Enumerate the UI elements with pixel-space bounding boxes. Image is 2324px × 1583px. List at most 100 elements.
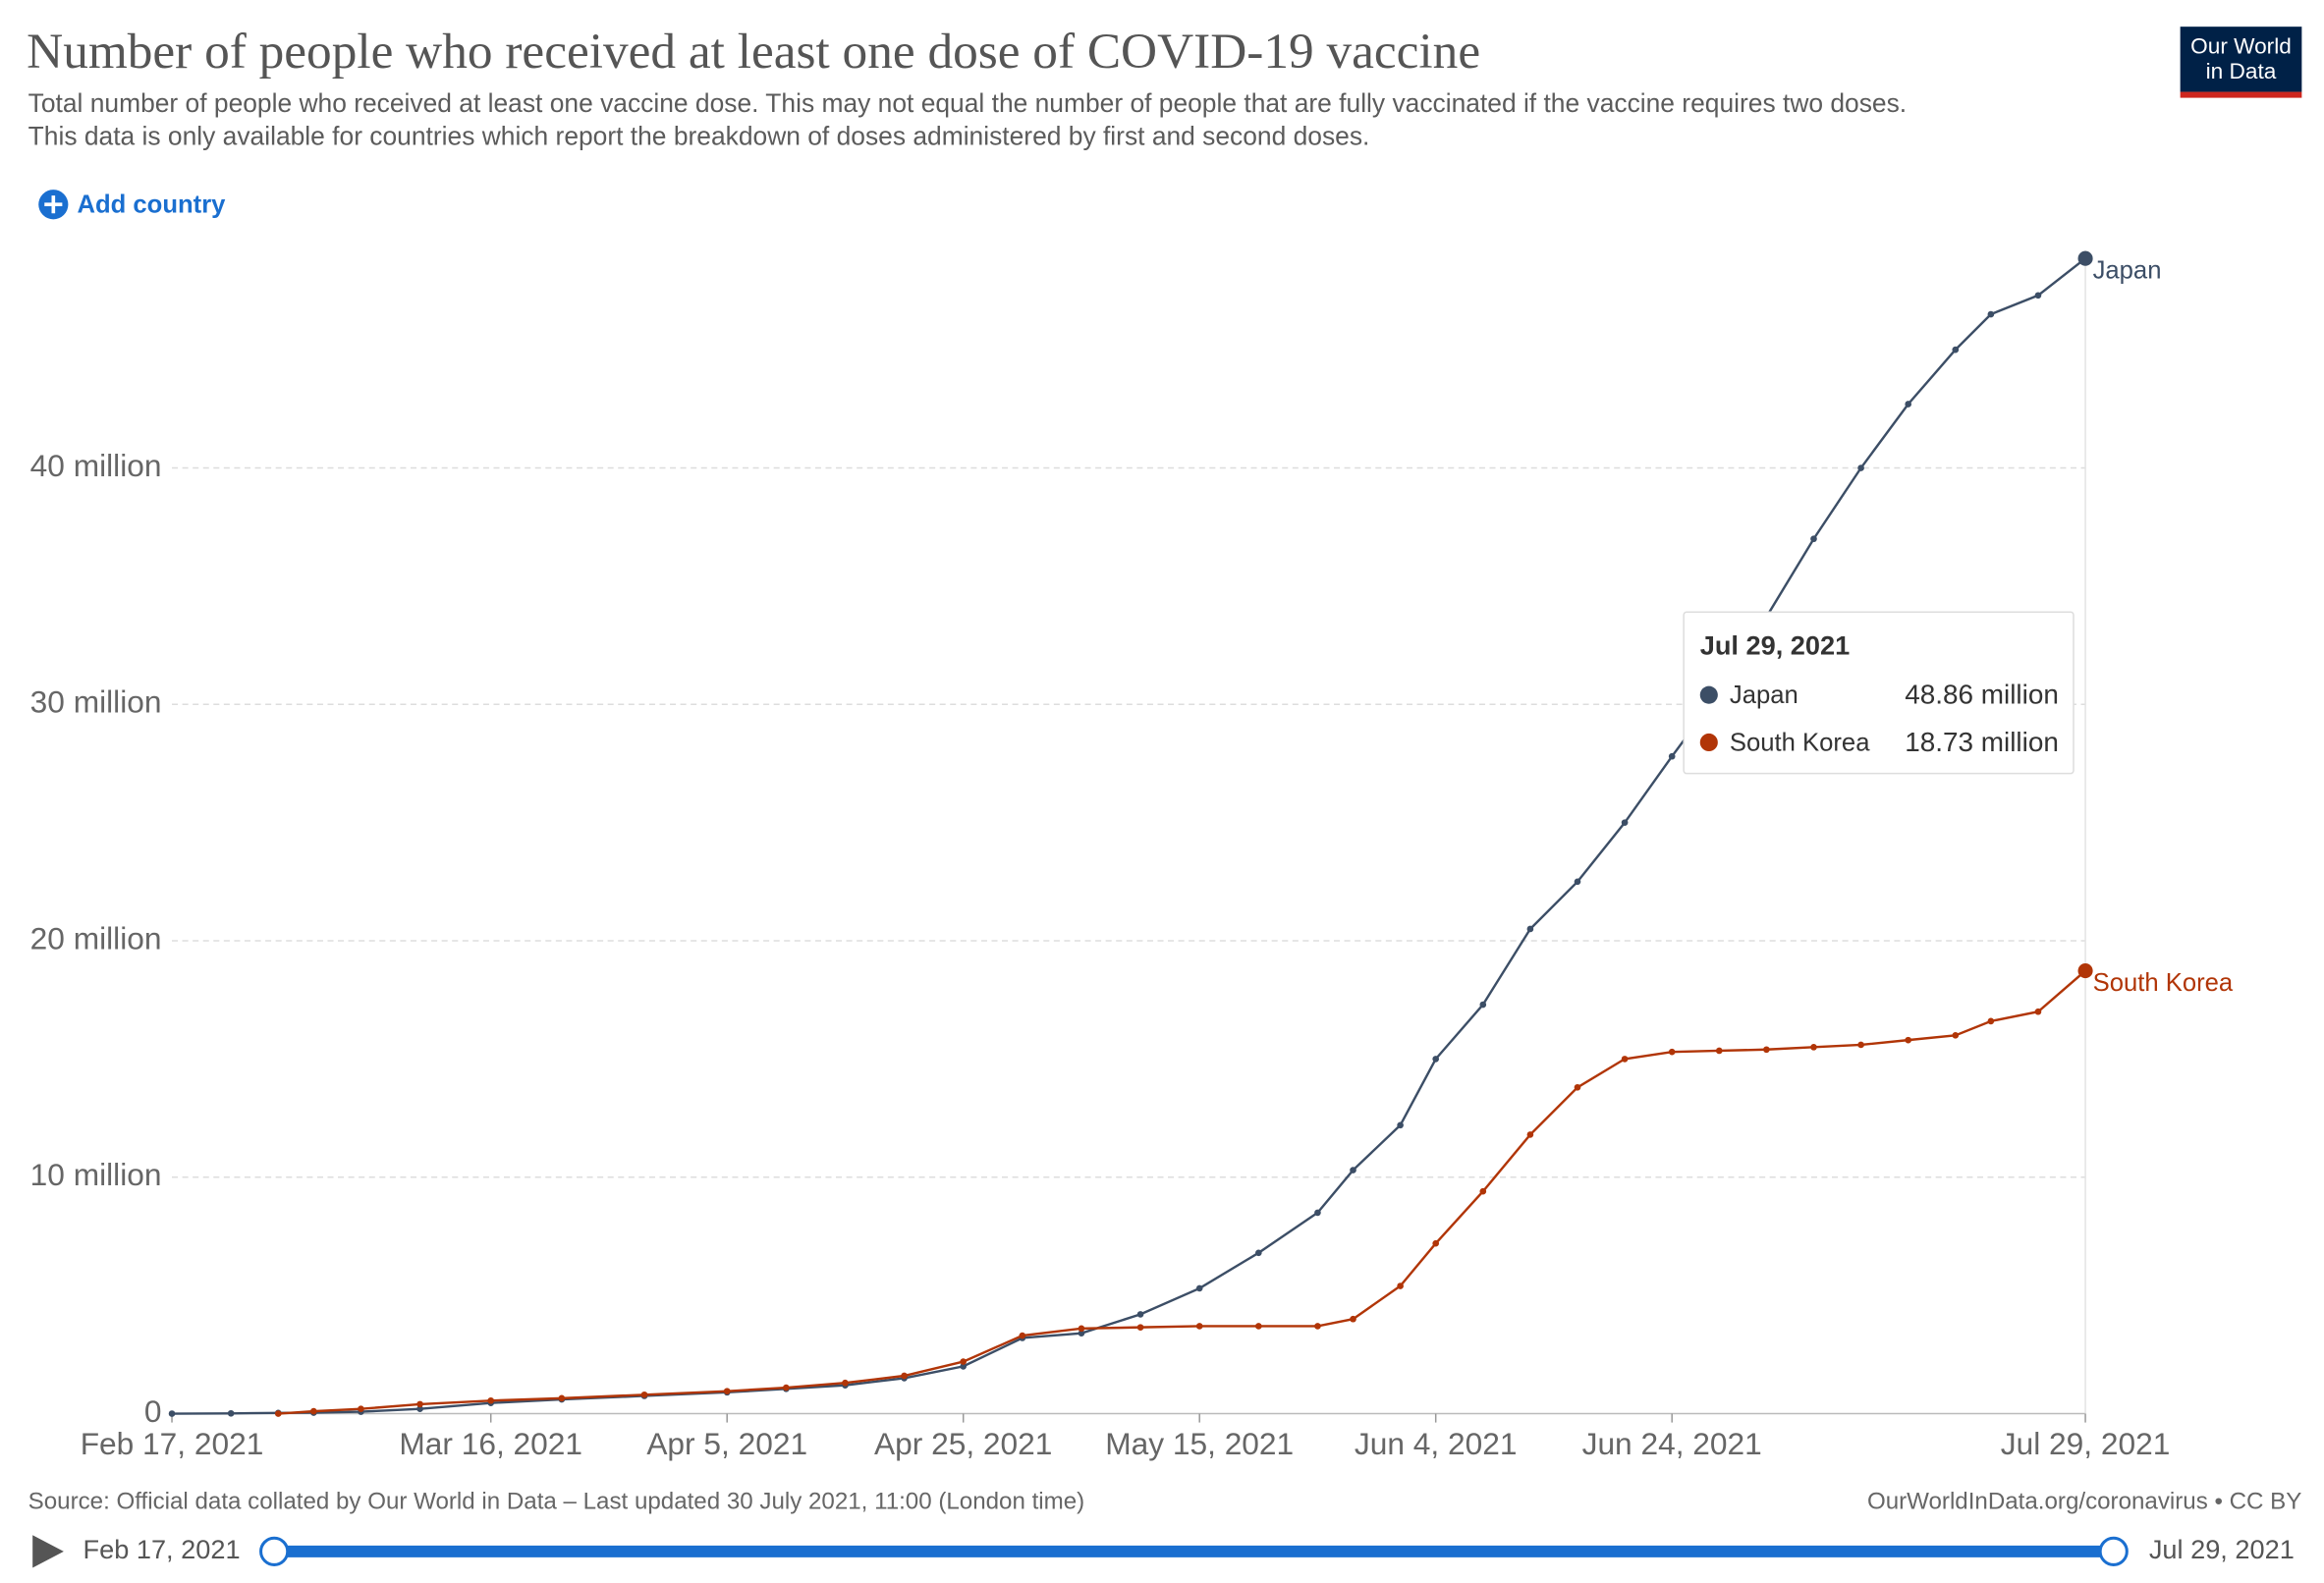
play-button[interactable]: [32, 1535, 64, 1568]
logo-text: in Data: [2206, 59, 2277, 83]
y-tick-label: 0: [144, 1393, 162, 1429]
data-point: [1350, 1315, 1356, 1323]
tooltip-value: 48.86 million: [1905, 680, 2059, 710]
data-point: [1952, 1031, 1960, 1039]
data-point: [1019, 1332, 1026, 1339]
tooltip: Jul 29, 2021 Japan 48.86 million South Kore…: [1683, 611, 2075, 775]
data-point: [1621, 1056, 1629, 1063]
data-point: [1479, 1001, 1487, 1009]
data-point: [1432, 1056, 1440, 1063]
data-point: [1255, 1323, 1262, 1330]
data-point: [1574, 1083, 1581, 1091]
tooltip-swatch: [1699, 733, 1718, 752]
logo[interactable]: Our World in Data: [2180, 27, 2302, 98]
end-point: [2077, 250, 2093, 266]
data-point: [1621, 819, 1629, 826]
data-point: [1668, 1048, 1676, 1056]
data-point: [274, 1410, 282, 1417]
add-country[interactable]: Add country: [38, 190, 226, 220]
data-point: [960, 1363, 968, 1370]
data-point: [227, 1409, 235, 1417]
timeline[interactable]: Feb 17, 2021 Jul 29, 2021: [32, 1534, 2295, 1568]
data-point: [1136, 1324, 1144, 1331]
subtitle: Total number of people who received at l…: [28, 88, 1907, 118]
tooltip-value: 18.73 million: [1905, 727, 2059, 757]
x-tick-label: Apr 5, 2021: [646, 1426, 807, 1461]
add-country-label: Add country: [77, 191, 226, 219]
tooltip-name: South Korea: [1730, 729, 1870, 756]
timeline-start: Feb 17, 2021: [83, 1534, 241, 1564]
source: Source: Official data collated by Our Wo…: [28, 1488, 1085, 1514]
data-point: [1350, 1167, 1356, 1174]
data-point: [416, 1405, 423, 1413]
data-point: [416, 1400, 423, 1408]
series-label: Japan: [2093, 257, 2162, 285]
data-point: [487, 1396, 495, 1404]
x-tick-label: Jul 29, 2021: [2001, 1426, 2171, 1461]
data-point: [1255, 1249, 1262, 1257]
data-point: [2034, 292, 2042, 300]
data-point: [358, 1405, 364, 1413]
x-tick-label: May 15, 2021: [1105, 1426, 1294, 1461]
data-point: [842, 1379, 849, 1387]
data-point: [1136, 1311, 1144, 1318]
data-point: [1526, 1131, 1534, 1138]
data-point: [1195, 1323, 1203, 1330]
logo-text: Our World: [2190, 33, 2292, 58]
data-point: [1526, 925, 1534, 933]
data-point: [901, 1372, 908, 1380]
data-point: [1195, 1284, 1203, 1292]
chart-title: Number of people who received at least o…: [27, 24, 1480, 80]
series-label: South Korea: [2093, 969, 2234, 997]
data-point: [783, 1384, 790, 1392]
tooltip-swatch: [1699, 685, 1718, 704]
logo-box: [2180, 27, 2302, 92]
y-tick-label: 20 million: [30, 920, 162, 955]
end-point: [2077, 963, 2093, 979]
data-point: [1314, 1323, 1321, 1330]
x-tick-label: Jun 4, 2021: [1355, 1426, 1518, 1461]
data-point: [2034, 1008, 2042, 1015]
timeline-handle[interactable]: [259, 1536, 290, 1566]
data-point: [1952, 346, 1960, 354]
logo-bar: [2180, 91, 2302, 98]
data-point: [1078, 1325, 1085, 1333]
data-point: [558, 1394, 566, 1402]
license: OurWorldInData.org/coronavirus • CC BY: [1867, 1488, 2301, 1514]
data-point: [1987, 1017, 1995, 1025]
data-point: [1078, 1330, 1085, 1337]
data-point: [1763, 1046, 1770, 1054]
tooltip-name: Japan: [1730, 682, 1798, 709]
data-point: [1397, 1121, 1404, 1129]
data-point: [1314, 1209, 1321, 1217]
data-point: [960, 1358, 968, 1365]
timeline-track[interactable]: [274, 1545, 2114, 1557]
add-plus: [44, 195, 63, 214]
data-point: [168, 1410, 176, 1417]
timeline-handle[interactable]: [2098, 1536, 2129, 1566]
data-point: [723, 1388, 731, 1394]
data-point: [1857, 464, 1864, 471]
data-point: [1987, 310, 1995, 318]
x-tick-label: Mar 16, 2021: [399, 1426, 582, 1461]
data-point: [1905, 401, 1912, 408]
data-point: [1857, 1041, 1864, 1049]
data-point: [1574, 878, 1581, 886]
y-tick-label: 10 million: [30, 1157, 162, 1192]
data-point: [1668, 752, 1676, 760]
y-tick-label: 40 million: [30, 448, 162, 483]
y-tick-label: 30 million: [30, 684, 162, 720]
x-tick-label: Apr 25, 2021: [874, 1426, 1052, 1461]
tooltip-date: Jul 29, 2021: [1700, 630, 1851, 661]
data-point: [1810, 535, 1817, 543]
data-point: [1905, 1036, 1912, 1044]
data-point: [1432, 1239, 1440, 1247]
timeline-end: Jul 29, 2021: [2149, 1534, 2295, 1564]
series-line: [172, 257, 2086, 1415]
data-point: [1479, 1187, 1487, 1195]
data-point: [1715, 1047, 1723, 1055]
plot-area: 0 10 million 20 million 30 million 40 millio…: [30, 250, 2234, 1461]
series-line: [278, 969, 2086, 1415]
data-point: [640, 1391, 648, 1398]
